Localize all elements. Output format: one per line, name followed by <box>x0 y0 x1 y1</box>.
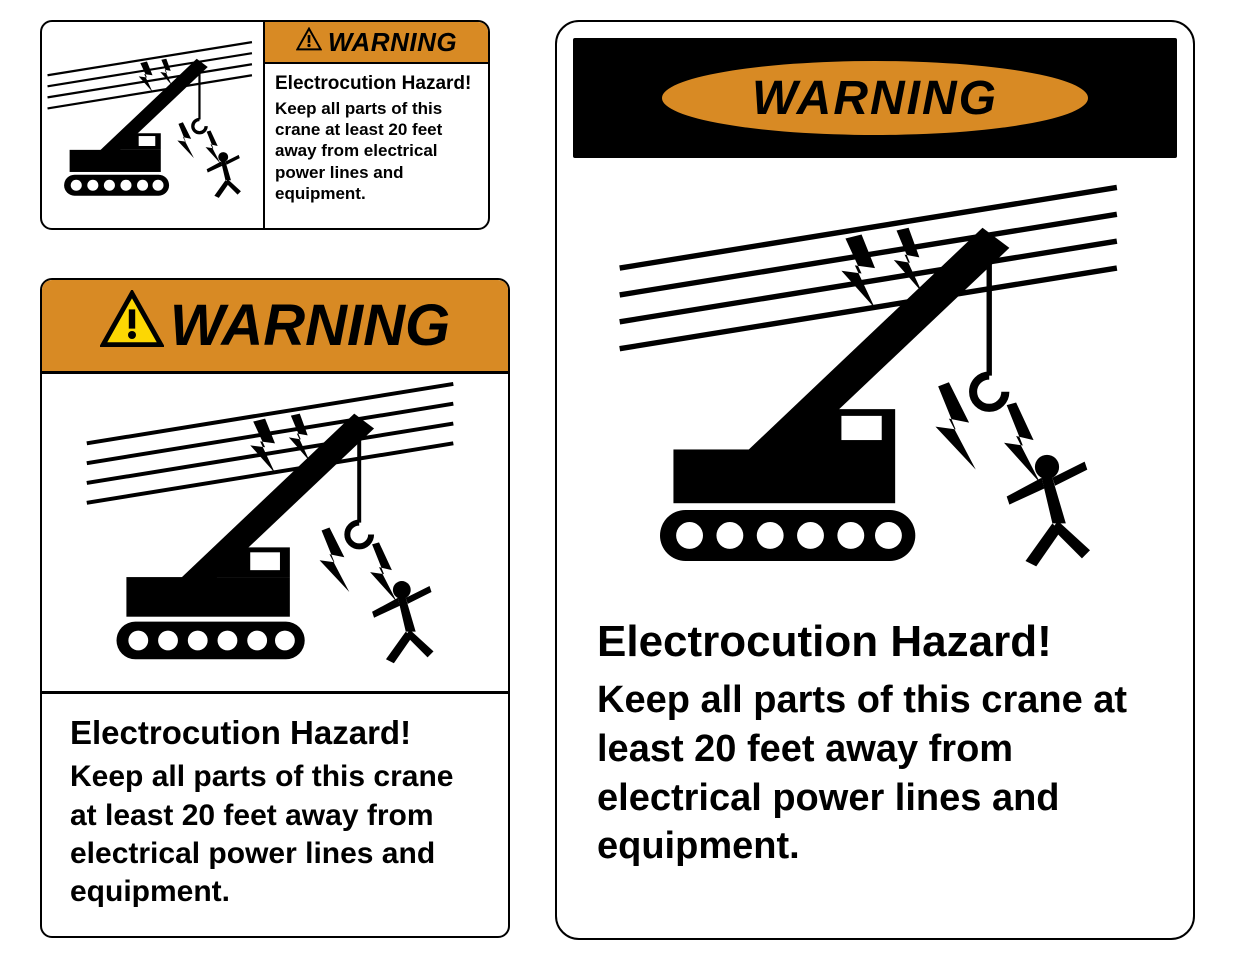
message-body: Electrocution Hazard! Keep all parts of … <box>265 64 488 228</box>
alert-triangle-icon <box>100 290 164 362</box>
hazard-body-text: Keep all parts of this crane at least 20… <box>275 98 478 204</box>
warning-header: WARNING <box>265 22 488 64</box>
warning-header-ellipse: WARNING <box>658 57 1093 139</box>
warning-header: WARNING <box>42 280 508 374</box>
warning-label: WARNING <box>170 292 450 359</box>
message-body: Electrocution Hazard! Keep all parts of … <box>42 694 508 930</box>
warning-label: WARNING <box>328 27 457 58</box>
text-panel: WARNING Electrocution Hazard! Keep all p… <box>265 22 488 228</box>
pictogram-panel <box>557 174 1193 604</box>
hazard-body-text: Keep all parts of this crane at least 20… <box>597 676 1153 871</box>
pictogram-panel <box>42 374 508 694</box>
message-body: Electrocution Hazard! Keep all parts of … <box>557 604 1193 891</box>
warning-sign-small-horizontal: WARNING Electrocution Hazard! Keep all p… <box>40 20 490 230</box>
warning-sign-large-vertical: WARNING Electrocution Hazard! Keep all p… <box>555 20 1195 940</box>
hazard-title: Electrocution Hazard! <box>70 712 480 754</box>
hazard-body-text: Keep all parts of this crane at least 20… <box>70 758 480 912</box>
crane-electrocution-pictogram <box>42 374 508 691</box>
warning-label: WARNING <box>752 71 998 126</box>
alert-triangle-icon <box>296 27 322 58</box>
crane-electrocution-pictogram <box>42 22 263 228</box>
hazard-title: Electrocution Hazard! <box>597 614 1153 670</box>
crane-electrocution-pictogram <box>557 174 1193 604</box>
pictogram-panel <box>42 22 265 228</box>
warning-sign-medium-vertical: WARNING Electrocution Hazard! Keep all p… <box>40 278 510 938</box>
warning-header-bar: WARNING <box>573 38 1177 158</box>
hazard-title: Electrocution Hazard! <box>275 72 478 96</box>
